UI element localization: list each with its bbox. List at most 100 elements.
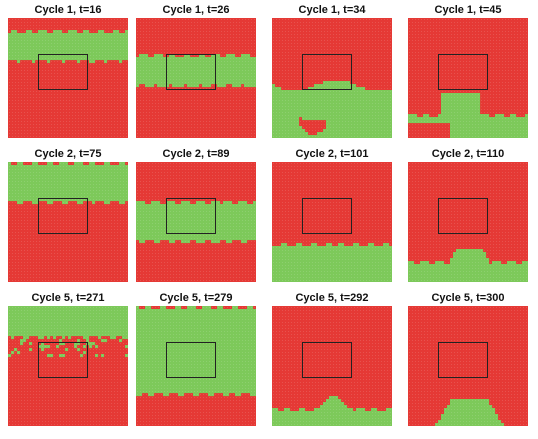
green-cell xyxy=(157,360,161,364)
green-cell xyxy=(35,201,39,205)
green-cell xyxy=(62,171,66,175)
green-cell xyxy=(211,78,215,82)
green-cell xyxy=(68,336,72,340)
green-cell xyxy=(383,105,387,109)
green-cell xyxy=(62,177,66,181)
green-cell xyxy=(199,363,203,367)
green-cell xyxy=(89,330,93,334)
green-cell xyxy=(326,264,330,268)
green-cell xyxy=(116,333,120,337)
green-cell xyxy=(29,54,33,58)
green-cell xyxy=(287,117,291,121)
green-cell xyxy=(202,69,206,73)
green-cell xyxy=(302,111,306,115)
green-cell xyxy=(86,45,90,49)
green-cell xyxy=(139,222,143,226)
green-cell xyxy=(77,333,81,337)
green-cell xyxy=(296,270,300,274)
green-cell xyxy=(510,273,514,277)
green-cell xyxy=(62,189,66,193)
green-cell xyxy=(353,114,357,118)
green-cell xyxy=(501,276,505,280)
green-cell xyxy=(44,180,48,184)
green-cell xyxy=(104,180,108,184)
green-cell xyxy=(311,261,315,265)
green-cell xyxy=(193,81,197,85)
green-cell xyxy=(317,84,321,88)
green-cell xyxy=(113,312,117,316)
green-cell xyxy=(193,213,197,217)
green-cell xyxy=(516,273,520,277)
green-cell xyxy=(181,75,185,79)
green-cell xyxy=(142,234,146,238)
green-cell xyxy=(232,333,236,337)
green-cell xyxy=(244,357,248,361)
green-cell xyxy=(187,363,191,367)
green-cell xyxy=(190,339,194,343)
green-cell xyxy=(119,177,123,181)
green-cell xyxy=(145,216,149,220)
green-cell xyxy=(196,78,200,82)
green-cell xyxy=(8,315,12,319)
green-cell xyxy=(92,57,96,61)
green-cell xyxy=(47,180,51,184)
green-cell xyxy=(453,276,457,280)
green-cell xyxy=(226,222,230,226)
green-cell xyxy=(125,336,128,340)
green-cell xyxy=(92,186,96,190)
green-cell xyxy=(287,252,291,256)
green-cell xyxy=(20,312,24,316)
green-cell xyxy=(335,249,339,253)
green-cell xyxy=(272,279,276,282)
green-cell xyxy=(193,333,197,337)
green-cell xyxy=(26,48,30,52)
green-cell xyxy=(53,174,57,178)
green-cell xyxy=(113,174,117,178)
green-cell xyxy=(80,315,84,319)
green-cell xyxy=(157,366,161,370)
green-cell xyxy=(196,57,200,61)
green-cell xyxy=(456,93,460,97)
green-cell xyxy=(181,369,185,373)
green-cell xyxy=(154,75,158,79)
green-cell xyxy=(275,273,279,277)
green-cell xyxy=(196,366,200,370)
green-cell xyxy=(98,330,102,334)
green-cell xyxy=(178,237,182,241)
green-cell xyxy=(308,108,312,112)
green-cell xyxy=(205,324,209,328)
green-cell xyxy=(281,90,285,94)
green-cell xyxy=(250,81,254,85)
green-cell xyxy=(136,318,140,322)
green-cell xyxy=(477,264,481,268)
green-cell xyxy=(56,306,60,310)
green-cell xyxy=(68,324,72,328)
green-cell xyxy=(326,270,330,274)
green-cell xyxy=(408,273,412,277)
green-cell xyxy=(142,342,146,346)
green-cell xyxy=(193,330,197,334)
green-cell xyxy=(41,336,45,340)
green-cell xyxy=(187,78,191,82)
green-cell xyxy=(299,252,303,256)
green-cell xyxy=(163,357,167,361)
green-cell xyxy=(226,63,230,67)
green-cell xyxy=(299,114,303,118)
green-cell xyxy=(92,42,96,46)
green-cell xyxy=(50,306,54,310)
green-cell xyxy=(145,210,149,214)
green-cell xyxy=(32,39,36,43)
green-cell xyxy=(208,213,212,217)
green-cell xyxy=(519,273,523,277)
green-cell xyxy=(193,75,197,79)
green-cell xyxy=(89,309,93,313)
green-cell xyxy=(104,57,108,61)
green-cell xyxy=(323,117,327,121)
green-cell xyxy=(335,279,339,282)
green-cell xyxy=(77,342,81,346)
green-cell xyxy=(356,270,360,274)
green-cell xyxy=(374,114,378,118)
green-cell xyxy=(253,72,256,76)
green-cell xyxy=(241,360,245,364)
green-cell xyxy=(353,105,357,109)
